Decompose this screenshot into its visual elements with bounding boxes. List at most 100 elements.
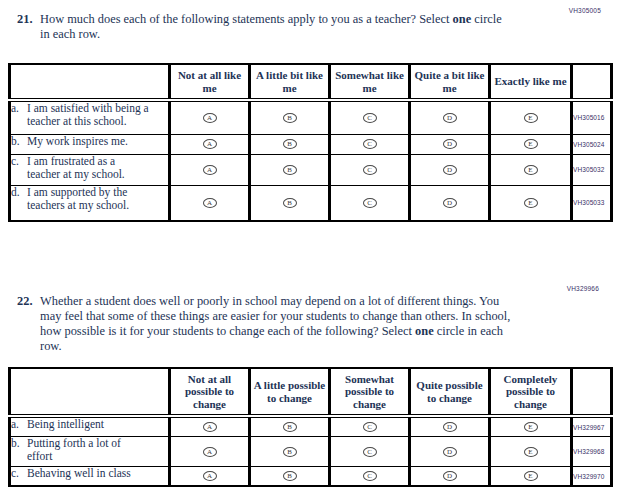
option-circle-c[interactable]: C [363,165,377,175]
header-not-at-all-possible: Not at all possible to change [170,368,250,416]
option-cell: A [170,134,250,154]
option-circle-d[interactable]: D [443,471,457,481]
option-circle-e[interactable]: E [524,139,538,149]
option-cell: D [410,437,490,467]
option-circle-c[interactable]: C [363,447,377,457]
bold-word: one [415,324,434,338]
statement-cell: b.My work inspires me. [10,134,170,154]
option-cell: C [330,154,410,185]
option-cell: A [170,467,250,487]
option-circle-b[interactable]: B [283,139,297,149]
option-circle-c[interactable]: C [363,139,377,149]
table-row-a: a.I am satisfied with being a teacher at… [10,100,612,134]
option-cell: D [410,100,490,134]
header-somewhat: Somewhat like me [330,64,410,100]
option-cell: A [170,100,250,134]
header-quite-a-bit: Quite a bit like me [410,64,490,100]
option-circle-a[interactable]: A [203,471,217,481]
option-cell: A [170,437,250,467]
header-empty-cell [10,368,170,416]
option-circle-b[interactable]: B [283,113,297,123]
question-22-accession-code: VH329966 [519,285,599,292]
header-not-at-all: Not at all like me [170,64,250,100]
option-cell: C [330,134,410,154]
option-circle-a[interactable]: A [203,165,217,175]
option-cell: B [250,100,330,134]
option-circle-e[interactable]: E [524,165,538,175]
option-circle-a[interactable]: A [203,447,217,457]
header-a-little-possible: A little possible to change [250,368,330,416]
option-circle-e[interactable]: E [524,113,538,123]
question-21-table: Not at all like me A little bit like me … [8,63,613,222]
option-cell: B [250,437,330,467]
question-22: 22. Whether a student does well or poorl… [17,294,517,355]
header-empty-cell [10,64,170,100]
option-cell: D [410,467,490,487]
header-code-cell [572,368,612,416]
item-code: VH305033 [572,185,612,221]
option-circle-d[interactable]: D [443,139,457,149]
option-circle-b[interactable]: B [283,447,297,457]
question-22-number: 22. [17,294,40,355]
bold-word: one [453,12,472,26]
table-header-row: Not at all like me A little bit like me … [10,64,612,100]
option-cell: C [330,185,410,221]
option-circle-c[interactable]: C [363,198,377,208]
option-cell: A [170,185,250,221]
option-cell: B [250,467,330,487]
option-circle-a[interactable]: A [203,198,217,208]
question-21-number: 21. [17,12,40,42]
option-cell: A [170,416,250,437]
option-circle-d[interactable]: D [443,165,457,175]
option-circle-e[interactable]: E [524,447,538,457]
statement-cell: c.I am frustrated as a teacher at my sch… [10,154,170,185]
header-quite-possible: Quite possible to change [410,368,490,416]
option-cell: B [250,134,330,154]
option-cell: D [410,416,490,437]
option-circle-a[interactable]: A [203,139,217,149]
table-row-d: d.I am supported by the teachers at my s… [10,185,612,221]
header-exactly-like-me: Exactly like me [490,64,572,100]
statement-cell: b.Putting forth a lot of effort [10,437,170,467]
option-circle-d[interactable]: D [443,198,457,208]
header-a-little-bit: A little bit like me [250,64,330,100]
option-circle-a[interactable]: A [203,113,217,123]
option-cell: C [330,467,410,487]
item-code: VH305032 [572,154,612,185]
option-circle-e[interactable]: E [524,198,538,208]
statement-cell: a.I am satisfied with being a teacher at… [10,100,170,134]
question-22-table: Not at all possible to change A little p… [8,367,613,487]
table-row-b: b.Putting forth a lot of effort A B C D … [10,437,612,467]
option-circle-d[interactable]: D [443,447,457,457]
table-header-row: Not at all possible to change A little p… [10,368,612,416]
option-circle-b[interactable]: B [283,198,297,208]
option-cell: C [330,100,410,134]
option-cell: E [490,100,572,134]
option-circle-d[interactable]: D [443,422,457,432]
option-circle-b[interactable]: B [283,165,297,175]
statement-cell: c.Behaving well in class [10,467,170,487]
question-21: 21. How much does each of the following … [17,12,517,42]
option-circle-d[interactable]: D [443,113,457,123]
option-cell: D [410,185,490,221]
option-circle-b[interactable]: B [283,471,297,481]
option-circle-a[interactable]: A [203,422,217,432]
option-cell: C [330,416,410,437]
option-circle-e[interactable]: E [524,471,538,481]
option-cell: E [490,467,572,487]
item-code: VH305016 [572,100,612,134]
table-row-c: c.I am frustrated as a teacher at my sch… [10,154,612,185]
option-circle-b[interactable]: B [283,422,297,432]
option-cell: E [490,416,572,437]
header-completely-possible: Completely possible to change [490,368,572,416]
table-row-c: c.Behaving well in class A B C D E VH329… [10,467,612,487]
option-circle-c[interactable]: C [363,422,377,432]
option-cell: E [490,154,572,185]
option-cell: D [410,154,490,185]
table-row-b: b.My work inspires me. A B C D E VH30502… [10,134,612,154]
option-circle-e[interactable]: E [524,422,538,432]
option-cell: C [330,437,410,467]
header-code-cell [572,64,612,100]
option-circle-c[interactable]: C [363,471,377,481]
option-circle-c[interactable]: C [363,113,377,123]
